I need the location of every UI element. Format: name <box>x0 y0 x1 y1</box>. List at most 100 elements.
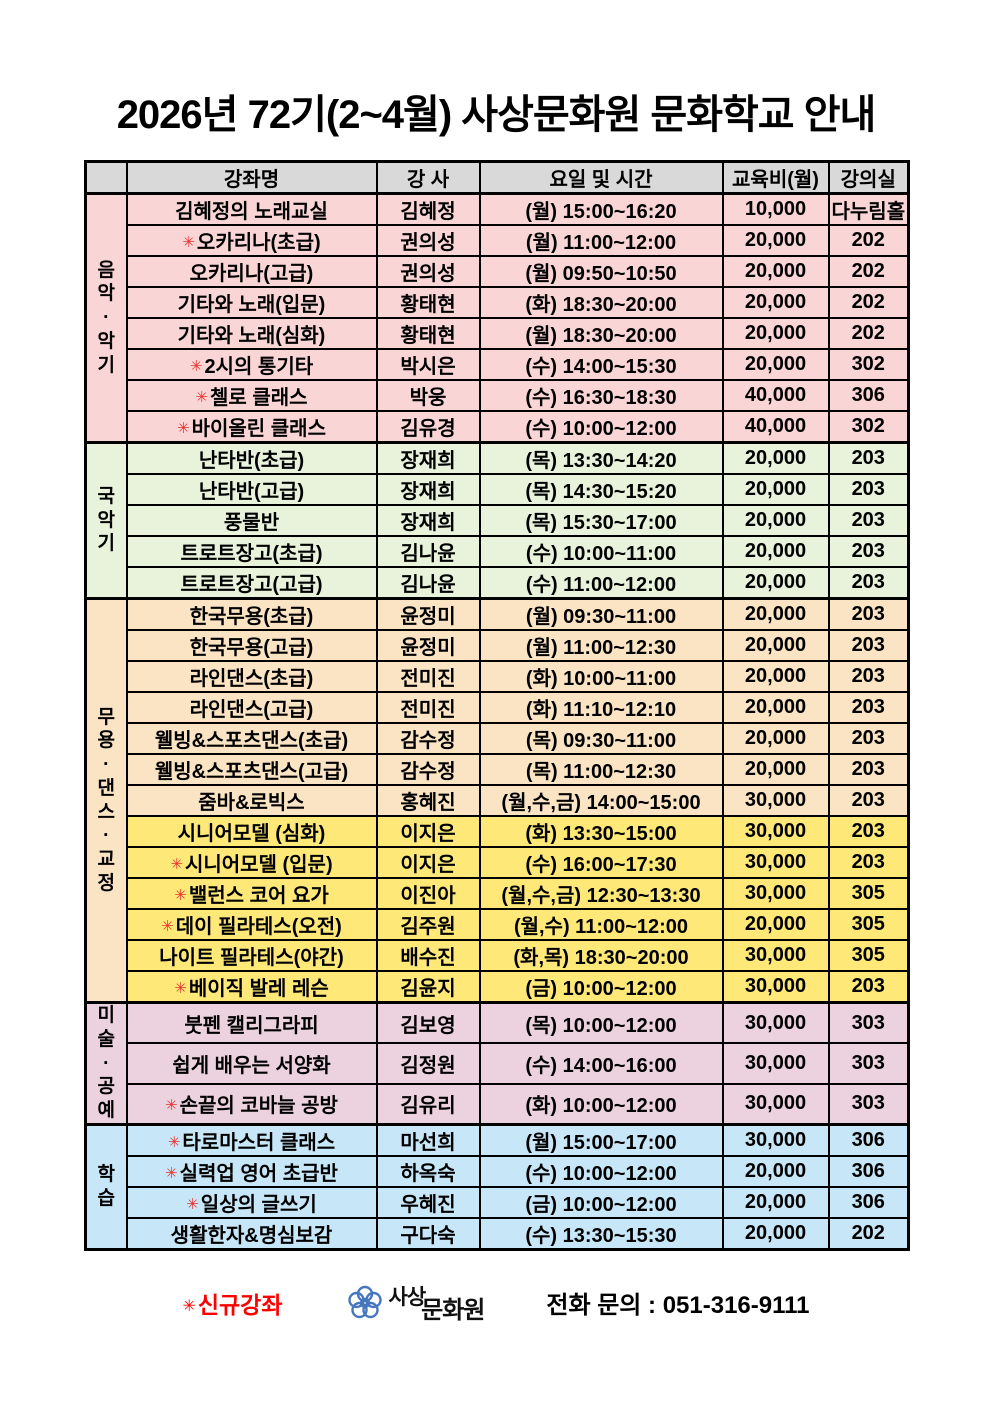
table-row: 미 술 · 공 예 붓펜 캘리그라피 김보영 (목) 10:00~12:00 30,000 303 <box>84 1001 910 1126</box>
table-row: 무 용 · 댄 스 · 교 정 한국무용(초급) 윤정미 (월) 09:30~11:00 20,000… <box>84 597 910 1004</box>
time-cell: (월,수,금) 14:00~15:00 <box>478 784 724 817</box>
fee-cell: 30,000 <box>721 939 830 972</box>
time-cell: (목) 11:00~12:30 <box>478 753 724 786</box>
category-label: 무 용 · 댄 스 · 교 정 <box>97 706 115 894</box>
course-name-cell: 트로트장고(고급) <box>125 566 378 600</box>
course-name: 기타와 노래(심화) <box>177 325 326 347</box>
table-row: 줌바&로빅스 홍혜진 (월,수,금) 14:00~15:00 30,000 203 <box>86 784 910 817</box>
room-cell: 303 <box>827 1082 910 1126</box>
organization-name-top: 사상 <box>388 1286 427 1310</box>
fee-cell: 20,000 <box>721 535 830 568</box>
fee-cell: 30,000 <box>721 784 830 817</box>
course-name-cell: ✳ 베이직 발레 레슨 <box>125 970 378 1004</box>
fee-cell: 30,000 <box>721 1042 830 1085</box>
instructor-cell: 김보영 <box>375 1001 481 1045</box>
course-name: 오카리나(초급) <box>196 232 321 254</box>
room-cell: 306 <box>827 379 910 412</box>
table-row: ✳ 일상의 글쓰기 우혜진 (금) 10:00~12:00 20,000 306 <box>86 1185 910 1219</box>
new-course-asterisk-icon: ✳ <box>186 1195 199 1213</box>
course-name-cell: 한국무용(초급) <box>125 597 378 631</box>
time-cell: (수) 10:00~11:00 <box>478 535 724 568</box>
course-name: 쉽게 배우는 서양화 <box>172 1054 331 1077</box>
room-cell: 306 <box>827 1185 910 1219</box>
time-cell: (화) 11:10~12:10 <box>478 691 724 724</box>
course-name-cell: 기타와 노래(입문) <box>125 286 378 319</box>
room-cell: 302 <box>827 410 910 444</box>
instructor-cell: 윤정미 <box>375 629 481 662</box>
time-cell: (금) 10:00~12:00 <box>478 1185 724 1219</box>
room-cell: 203 <box>827 970 910 1004</box>
fee-cell: 20,000 <box>721 286 830 319</box>
course-name-cell: ✳ 일상의 글쓰기 <box>125 1185 378 1219</box>
instructor-cell: 배수진 <box>375 939 481 972</box>
fee-cell: 20,000 <box>721 255 830 288</box>
new-course-asterisk-icon: ✳ <box>165 1097 178 1115</box>
course-name: 일상의 글쓰기 <box>200 1193 317 1216</box>
time-cell: (월) 11:00~12:30 <box>478 629 724 662</box>
room-cell: 203 <box>827 441 910 475</box>
footer-note: ✳신규강좌 사상문화원 전화 문의 : 051-316-9111 <box>0 1283 992 1325</box>
table-row: 학 습 ✳ 타로마스터 클래스 마선희 (월) 15:00~17:00 30,000 306 <box>84 1122 910 1251</box>
course-name-cell: 기타와 노래(심화) <box>125 317 378 350</box>
room-cell: 다누림홀 <box>827 192 910 226</box>
course-name: 라인댄스(초급) <box>189 668 314 690</box>
course-name: 붓펜 캘리그라피 <box>184 1014 319 1037</box>
room-cell: 203 <box>827 504 910 537</box>
fee-cell: 40,000 <box>721 410 830 444</box>
fee-cell: 30,000 <box>721 846 830 879</box>
table-row: 기타와 노래(입문) 황태현 (화) 18:30~20:00 20,000 202 <box>86 286 910 319</box>
room-cell: 203 <box>827 660 910 693</box>
header-cell-category <box>84 160 128 195</box>
course-name: 생활한자&명심보감 <box>170 1224 333 1247</box>
room-cell: 203 <box>827 691 910 724</box>
course-name: 나이트 필라테스(야간) <box>159 947 344 969</box>
fee-cell: 30,000 <box>721 970 830 1004</box>
instructor-cell: 전미진 <box>375 660 481 693</box>
time-cell: (수) 10:00~12:00 <box>478 410 724 444</box>
course-name-cell: ✳ 데이 필라테스(오전) <box>125 908 378 941</box>
category-label: 음 악 · 악 기 <box>97 259 115 376</box>
organization-name-bottom: 문화원 <box>421 1297 485 1325</box>
time-cell: (화,목) 18:30~20:00 <box>478 939 724 972</box>
fee-cell: 20,000 <box>721 566 830 600</box>
room-cell: 306 <box>827 1154 910 1188</box>
table-row: 라인댄스(고급) 전미진 (화) 11:10~12:10 20,000 203 <box>86 691 910 724</box>
instructor-cell: 황태현 <box>375 286 481 319</box>
course-name-cell: 나이트 필라테스(야간) <box>125 939 378 972</box>
fee-cell: 20,000 <box>721 504 830 537</box>
room-cell: 203 <box>827 597 910 631</box>
course-name-cell: 난타반(고급) <box>125 473 378 506</box>
table-row: 시니어모델 (심화) 이지은 (화) 13:30~15:00 30,000 203 <box>86 815 910 848</box>
course-name: 풍물반 <box>223 512 280 534</box>
room-cell: 305 <box>827 908 910 941</box>
fee-cell: 20,000 <box>721 1216 830 1251</box>
table-row: 웰빙&스포츠댄스(초급) 감수정 (목) 09:30~11:00 20,000 203 <box>86 722 910 755</box>
course-name: 2시의 통기타 <box>204 356 314 378</box>
instructor-cell: 홍혜진 <box>375 784 481 817</box>
table-row: 오카리나(고급) 권의성 (월) 09:50~10:50 20,000 202 <box>86 255 910 288</box>
table-row: ✳ 첼로 클래스 박웅 (수) 16:30~18:30 40,000 306 <box>86 379 910 412</box>
phone-number: 전화 문의 : 051-316-9111 <box>546 1292 810 1320</box>
fee-cell: 20,000 <box>721 597 830 631</box>
fee-cell: 30,000 <box>721 1122 830 1157</box>
new-course-asterisk-icon: ✳ <box>161 918 174 935</box>
time-cell: (목) 10:00~12:00 <box>478 1001 724 1045</box>
category-cell: 무 용 · 댄 스 · 교 정 <box>84 597 128 1004</box>
header-cell-time: 요일 및 시간 <box>478 160 724 195</box>
fee-cell: 20,000 <box>721 473 830 506</box>
fee-cell: 20,000 <box>721 722 830 755</box>
fee-cell: 20,000 <box>721 753 830 786</box>
time-cell: (화) 13:30~15:00 <box>478 815 724 848</box>
room-cell: 305 <box>827 939 910 972</box>
course-name: 오카리나(고급) <box>189 263 314 285</box>
fee-cell: 10,000 <box>721 192 830 226</box>
course-name: 기타와 노래(입문) <box>177 294 326 316</box>
room-cell: 306 <box>827 1122 910 1157</box>
fee-cell: 30,000 <box>721 877 830 910</box>
table-row: 나이트 필라테스(야간) 배수진 (화,목) 18:30~20:00 30,000 30… <box>86 939 910 972</box>
time-cell: (수) 16:30~18:30 <box>478 379 724 412</box>
instructor-cell: 장재희 <box>375 473 481 506</box>
course-name-cell: ✳ 첼로 클래스 <box>125 379 378 412</box>
course-name-cell: 붓펜 캘리그라피 <box>125 1001 378 1045</box>
